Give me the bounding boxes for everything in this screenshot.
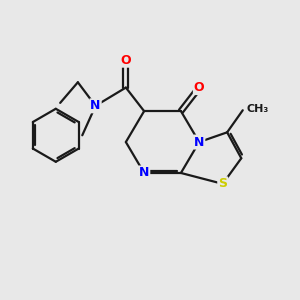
Text: N: N bbox=[90, 99, 101, 112]
Text: O: O bbox=[121, 54, 131, 67]
Text: N: N bbox=[194, 136, 204, 148]
Text: O: O bbox=[194, 81, 205, 94]
Text: S: S bbox=[218, 177, 227, 190]
Text: CH₃: CH₃ bbox=[246, 104, 268, 114]
Text: N: N bbox=[139, 167, 149, 179]
